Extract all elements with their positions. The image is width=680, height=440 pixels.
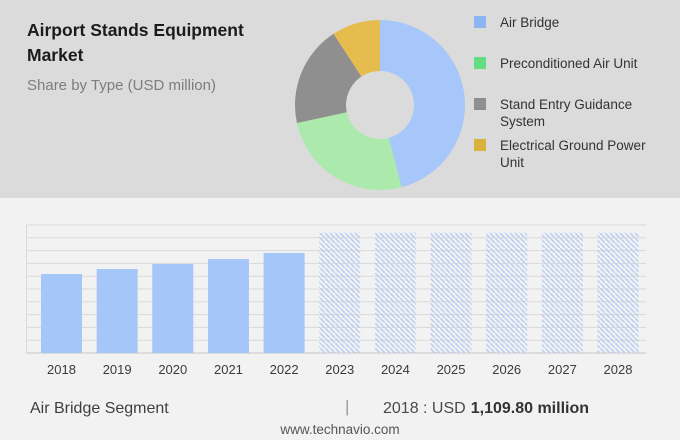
legend-item-electrical-ground-power-unit: Electrical Ground Power Unit [474,137,669,178]
donut-slice-stand-entry-guidance-system [295,33,362,124]
bar-2022 [263,252,305,353]
stat-text: 2018 : USD 1,109.80 million [383,400,589,418]
donut-chart [295,20,465,190]
legend-label: Stand Entry Guidance System [500,97,633,129]
donut-slice-preconditioned-air-unit [296,112,402,190]
top-section: Airport Stands Equipment Market Share by… [0,0,680,198]
stat-prefix: 2018 : USD [383,400,466,417]
year-label-2027: 2027 [548,362,577,377]
bottom-section: 2018 2019 2020 2021 2022 2023 2024 2025 2026 2027… [0,198,680,440]
legend: Air Bridge Preconditioned Air Unit Stand E… [474,14,669,178]
stat-value: 1,109.80 million [470,400,589,417]
donut-slice-air-bridge [380,20,465,188]
legend-label: Preconditioned Air Unit [500,56,638,71]
bar-2018 [41,274,82,353]
legend-label: Electrical Ground Power Unit [500,138,646,170]
year-label-2024: 2024 [381,362,410,377]
title-block: Airport Stands Equipment Market Share by… [27,18,283,94]
legend-item-stand-entry-guidance-system: Stand Entry Guidance System [474,96,669,137]
legend-label: Air Bridge [500,15,560,30]
legend-item-air-bridge: Air Bridge [474,14,669,55]
year-label-2022: 2022 [270,362,299,377]
year-label-2026: 2026 [492,362,521,377]
forecast-bar-2027 [541,232,583,353]
bar-2021 [207,259,249,353]
year-label-2020: 2020 [158,362,187,377]
bar-2019 [96,269,138,353]
year-label-2019: 2019 [103,362,132,377]
year-label-2028: 2028 [604,362,633,377]
forecast-bar-2023 [319,232,361,353]
segment-label: Air Bridge Segment [30,400,169,417]
legend-item-preconditioned-air-unit: Preconditioned Air Unit [474,55,669,96]
year-label-2025: 2025 [437,362,466,377]
donut-slice-electrical-ground-power-unit [333,20,380,77]
legend-swatch [474,57,486,69]
forecast-bar-2025 [430,232,472,353]
forecast-bar-2026 [486,232,528,353]
year-label-2018: 2018 [47,362,76,377]
legend-swatch [474,139,486,151]
separator: | [345,397,350,416]
legend-swatch [474,16,486,28]
year-label-2021: 2021 [214,362,243,377]
bar-2020 [152,264,194,353]
year-label-2023: 2023 [325,362,354,377]
website-text: www.technavio.com [280,422,400,437]
legend-swatch [474,98,486,110]
page-subtitle: Share by Type (USD million) [27,77,216,94]
forecast-bar-2024 [374,232,416,353]
page-title: Airport Stands Equipment Market [27,20,244,65]
forecast-bar-2028 [597,232,639,353]
bar-chart: 2018 2019 2020 2021 2022 2023 2024 2025 2026 2027… [26,224,646,377]
